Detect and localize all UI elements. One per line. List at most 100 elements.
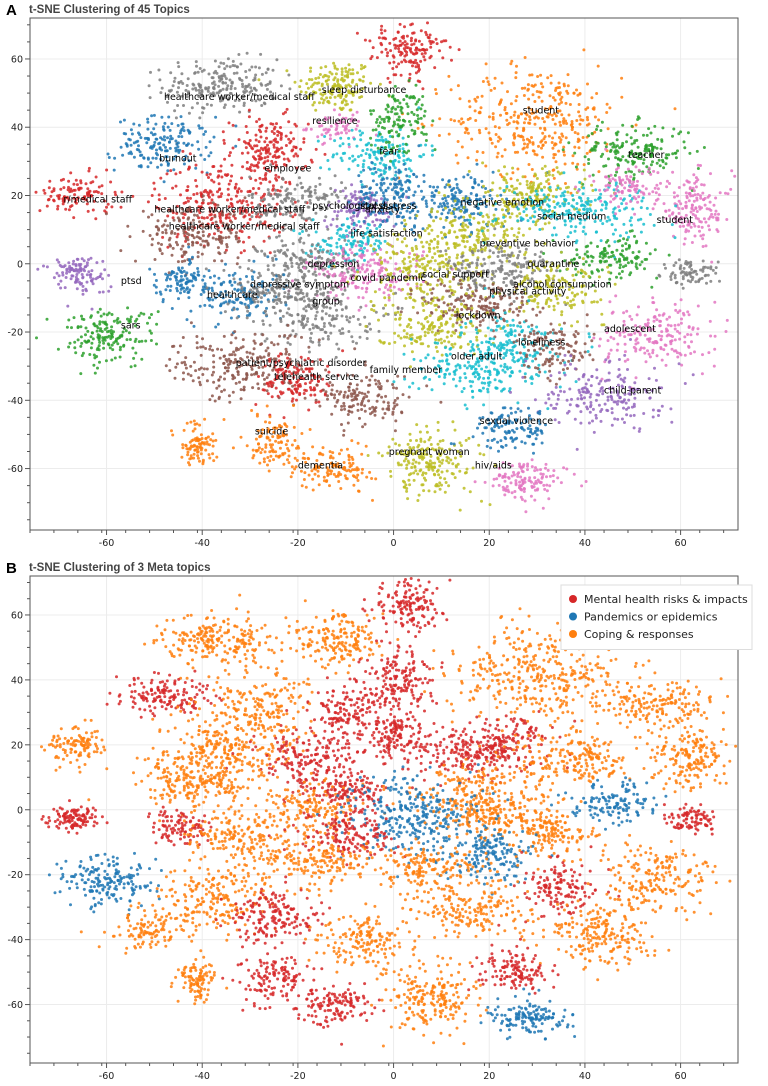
panel-a-point (421, 245, 425, 249)
panel-a-point (428, 283, 432, 287)
panel-a-point (248, 217, 252, 221)
panel-a-point (389, 256, 392, 260)
panel-a-point (515, 64, 518, 68)
panel-a-point (284, 134, 288, 138)
panel-a-point (683, 237, 687, 241)
panel-a-point (636, 115, 640, 119)
panel-a-point (449, 302, 453, 306)
panel-a-point (602, 164, 606, 168)
panel-a-cluster (302, 108, 378, 149)
panel-a-point (466, 173, 470, 177)
panel-a-point (344, 127, 348, 131)
panel-a-point (226, 198, 229, 202)
panel-a-point (201, 106, 204, 110)
panel-a-point (314, 108, 318, 112)
panel-a-point (517, 231, 521, 235)
panel-a-point (630, 170, 633, 174)
panel-a-point (468, 218, 472, 222)
panel-a-point (168, 243, 172, 247)
panel-a-point (314, 147, 318, 151)
panel-a-point (576, 140, 580, 144)
panel-a-point (273, 250, 277, 254)
panel-a-point (355, 124, 359, 128)
panel-a-point (672, 127, 676, 131)
panel-a-point (516, 150, 520, 154)
panel-a-point (500, 264, 504, 268)
panel-a-point (487, 131, 491, 135)
panel-a-point (175, 286, 179, 290)
panel-a-point (543, 164, 547, 168)
panel-a-point (702, 183, 706, 187)
panel-a-point (350, 183, 354, 187)
panel-a-point (182, 290, 186, 293)
panel-a-point (302, 299, 306, 303)
panel-a-point (100, 184, 104, 188)
panel-a-point (560, 113, 564, 117)
panel-a-point (139, 164, 143, 168)
panel-a-point (231, 59, 235, 63)
panel-a-point (289, 257, 293, 261)
panel-a-point (309, 93, 313, 97)
panel-a-point (701, 233, 705, 237)
panel-a-point (359, 153, 363, 157)
panel-a-point (185, 95, 189, 99)
panel-a-point (379, 188, 383, 192)
panel-a-point (586, 255, 590, 259)
panel-a-point (473, 178, 477, 181)
panel-a-point (341, 152, 345, 155)
panel-a-point (466, 118, 470, 121)
panel-a-point (578, 114, 582, 118)
panel-a-point (362, 159, 366, 163)
panel-a-point (567, 141, 571, 145)
panel-a-point (625, 238, 629, 242)
panel-a-point (168, 140, 171, 144)
panel-a-point (562, 153, 566, 157)
panel-a-point (176, 232, 180, 236)
panel-a-point (554, 142, 558, 146)
panel-a-point (577, 146, 581, 150)
panel-a-point (619, 276, 623, 280)
panel-a-point (228, 151, 232, 155)
panel-a-point (630, 259, 633, 263)
panel-a-point (222, 62, 226, 65)
panel-a-point (122, 118, 126, 122)
panel-a-point (551, 194, 555, 198)
panel-a-point (529, 216, 533, 220)
panel-a-point (558, 204, 562, 208)
panel-a-point (563, 162, 567, 166)
panel-a-point (189, 309, 193, 313)
panel-a-point (401, 259, 405, 263)
panel-a-point (430, 207, 434, 211)
panel-a-point (679, 202, 683, 206)
panel-a-point (47, 186, 51, 190)
panel-a-point (217, 276, 221, 280)
panel-a-point (510, 227, 514, 231)
panel-a-point (335, 193, 338, 197)
panel-a-point (702, 146, 706, 149)
panel-a-point (150, 194, 154, 197)
panel-a-point (518, 182, 522, 186)
panel-a-point (70, 189, 74, 193)
panel-a-point (254, 138, 258, 142)
panel-a-point (324, 131, 328, 135)
panel-a-point (291, 252, 295, 256)
panel-a-point (470, 137, 474, 141)
panel-a-point (533, 100, 537, 103)
panel-a-point (448, 231, 451, 234)
panel-a-point (465, 127, 469, 131)
panel-a-point (620, 202, 624, 206)
panel-a-point (407, 186, 411, 190)
panel-a-point (191, 243, 195, 247)
panel-a-point (462, 175, 466, 179)
panel-a-point (523, 142, 526, 146)
panel-a-point (236, 282, 240, 286)
panel-a-point (575, 202, 579, 205)
panel-a-point (375, 218, 379, 222)
panel-a-point (174, 149, 178, 153)
panel-a-point (154, 156, 158, 160)
panel-a-point (365, 267, 369, 271)
panel-a-point (436, 262, 440, 266)
panel-a-point (160, 115, 164, 119)
panel-a-point (407, 179, 411, 183)
panel-a-point (254, 191, 258, 195)
